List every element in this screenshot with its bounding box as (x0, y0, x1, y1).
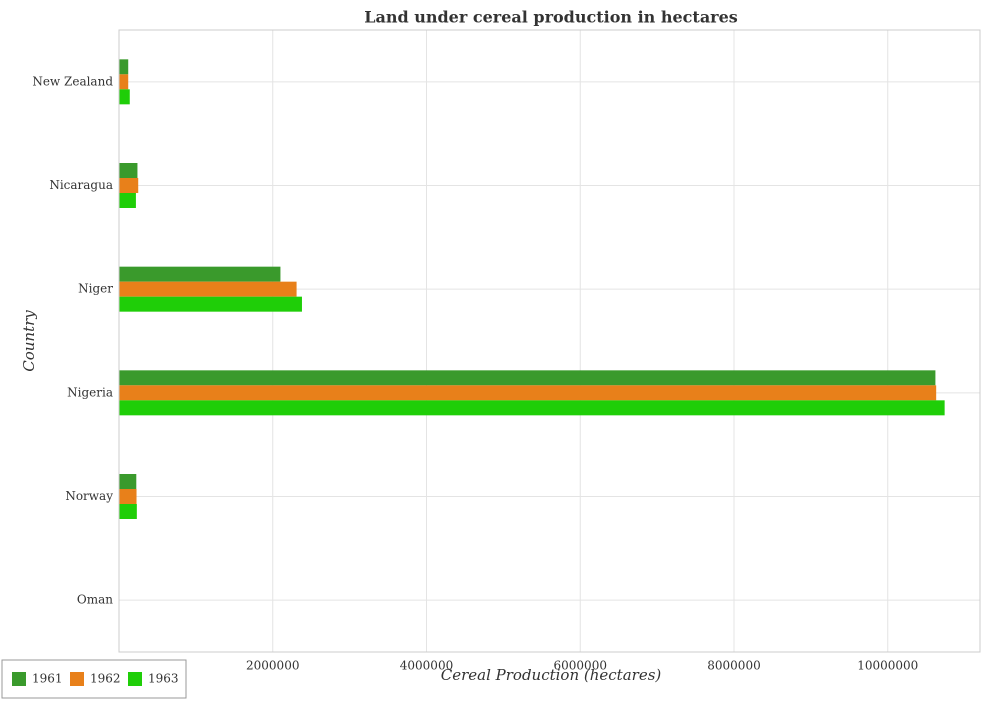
legend-label: 1962 (90, 672, 121, 686)
chart-title: Land under cereal production in hectares (364, 8, 738, 27)
bar (119, 267, 280, 282)
bar (119, 370, 935, 385)
bar (119, 193, 136, 208)
bar (119, 89, 130, 104)
plot-frame (119, 30, 980, 652)
x-tick-label: 2000000 (246, 659, 299, 673)
x-axis-label: Cereal Production (hectares) (441, 666, 662, 684)
y-tick-label: Oman (77, 593, 113, 607)
bar (119, 163, 137, 178)
y-tick-label: Norway (65, 489, 113, 503)
x-tick-label: 6000000 (554, 659, 607, 673)
bar (119, 489, 137, 504)
legend-swatch (12, 672, 26, 686)
bar (119, 74, 128, 89)
bar (119, 474, 136, 489)
x-tick-label: 10000000 (857, 659, 918, 673)
bar (119, 385, 936, 400)
y-tick-label: Nigeria (67, 385, 113, 399)
legend-swatch (128, 672, 142, 686)
y-tick-label: New Zealand (32, 74, 113, 88)
legend-label: 1961 (32, 672, 63, 686)
bar (119, 504, 137, 519)
y-tick-label: Nicaragua (49, 178, 113, 192)
bar (119, 297, 302, 312)
y-axis-label: Country (20, 310, 38, 372)
bar (119, 178, 138, 193)
bar (119, 282, 297, 297)
x-tick-label: 4000000 (400, 659, 453, 673)
x-tick-label: 8000000 (707, 659, 760, 673)
bar (119, 59, 128, 74)
y-tick-label: Niger (78, 282, 113, 296)
legend-label: 1963 (148, 672, 179, 686)
bar (119, 400, 945, 415)
legend-swatch (70, 672, 84, 686)
